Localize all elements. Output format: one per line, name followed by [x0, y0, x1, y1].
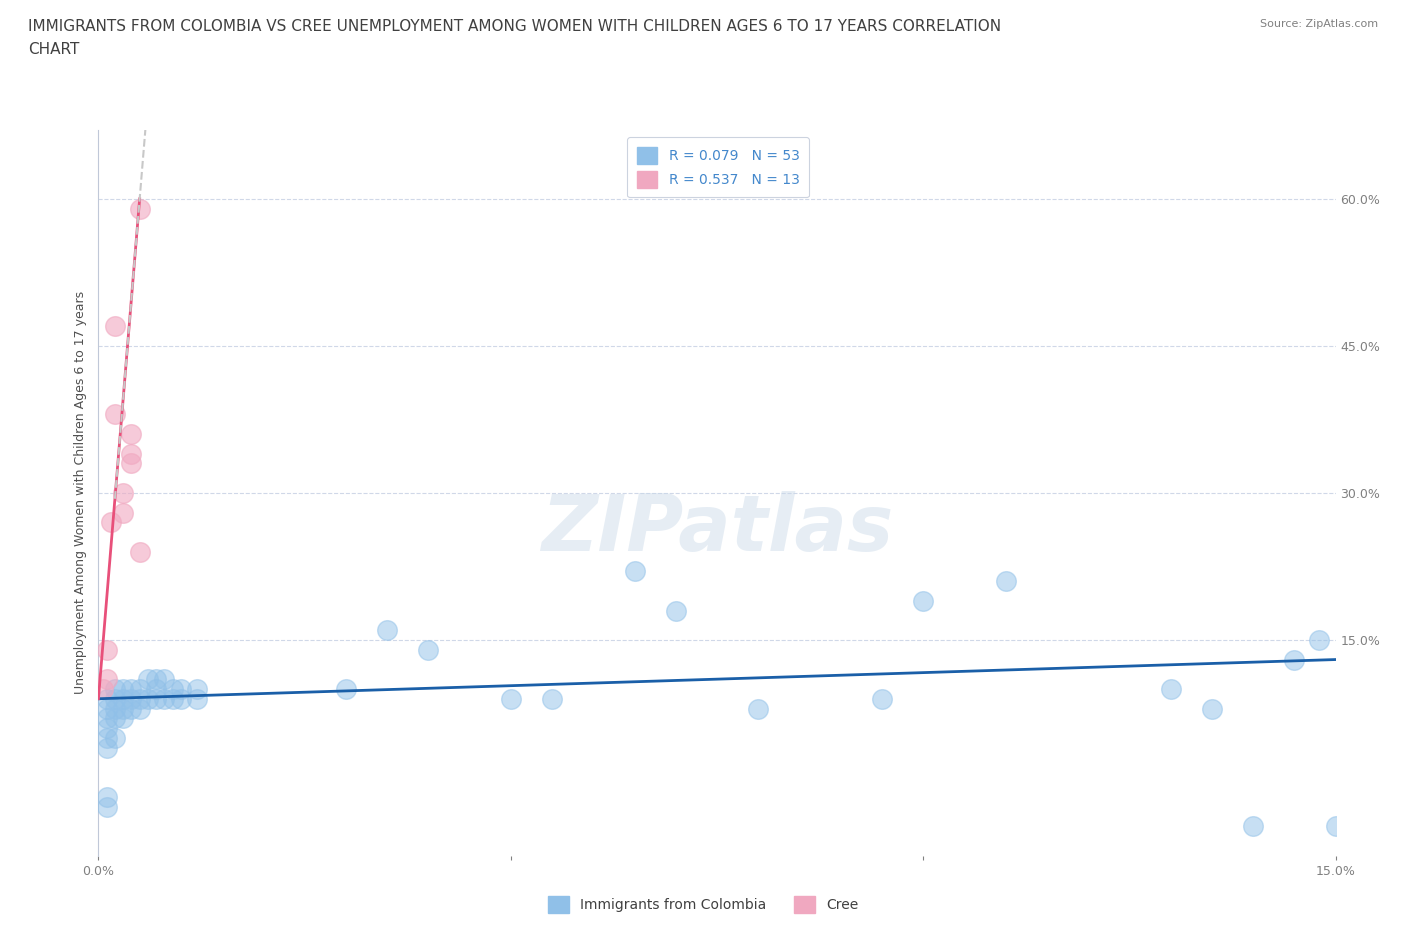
Point — [145, 691, 167, 706]
Legend: R = 0.079   N = 53, R = 0.537   N = 13: R = 0.079 N = 53, R = 0.537 N = 13 — [627, 137, 808, 197]
Point — [912, 593, 935, 608]
Point — [1324, 818, 1347, 833]
Point — [170, 691, 193, 706]
Point — [104, 701, 127, 716]
Point — [120, 691, 142, 706]
Point — [128, 682, 150, 697]
Y-axis label: Unemployment Among Women with Children Ages 6 to 17 years: Unemployment Among Women with Children A… — [75, 291, 87, 695]
Point — [96, 740, 118, 755]
Point — [145, 682, 167, 697]
Point — [870, 691, 893, 706]
Point — [120, 427, 142, 442]
Point — [162, 682, 184, 697]
Point — [1241, 818, 1264, 833]
Point — [335, 682, 357, 697]
Point — [1201, 701, 1223, 716]
Point — [541, 691, 564, 706]
Point — [104, 691, 127, 706]
Point — [100, 515, 122, 530]
Point — [994, 574, 1017, 589]
Point — [120, 682, 142, 697]
Point — [665, 603, 688, 618]
Point — [120, 701, 142, 716]
Point — [128, 201, 150, 216]
Point — [96, 701, 118, 716]
Point — [186, 682, 208, 697]
Point — [1308, 632, 1330, 647]
Text: CHART: CHART — [28, 42, 80, 57]
Point — [1284, 652, 1306, 667]
Point — [96, 691, 118, 706]
Point — [1160, 682, 1182, 697]
Point — [499, 691, 522, 706]
Point — [91, 682, 114, 697]
Point — [96, 790, 118, 804]
Point — [104, 731, 127, 746]
Point — [120, 446, 142, 461]
Point — [96, 731, 118, 746]
Point — [104, 407, 127, 422]
Point — [375, 623, 398, 638]
Point — [96, 799, 118, 814]
Point — [747, 701, 769, 716]
Point — [162, 691, 184, 706]
Point — [418, 643, 440, 658]
Point — [128, 691, 150, 706]
Point — [153, 671, 176, 686]
Point — [96, 711, 118, 725]
Point — [112, 691, 135, 706]
Point — [112, 711, 135, 725]
Point — [96, 643, 118, 658]
Legend: Immigrants from Colombia, Cree: Immigrants from Colombia, Cree — [543, 890, 863, 919]
Point — [136, 671, 159, 686]
Point — [145, 671, 167, 686]
Point — [104, 711, 127, 725]
Point — [170, 682, 193, 697]
Point — [112, 701, 135, 716]
Point — [128, 544, 150, 559]
Point — [112, 682, 135, 697]
Point — [120, 456, 142, 471]
Point — [112, 485, 135, 500]
Point — [96, 671, 118, 686]
Point — [104, 682, 127, 697]
Text: IMMIGRANTS FROM COLOMBIA VS CREE UNEMPLOYMENT AMONG WOMEN WITH CHILDREN AGES 6 T: IMMIGRANTS FROM COLOMBIA VS CREE UNEMPLO… — [28, 19, 1001, 33]
Point — [112, 505, 135, 520]
Point — [186, 691, 208, 706]
Point — [153, 691, 176, 706]
Point — [104, 319, 127, 334]
Point — [128, 701, 150, 716]
Text: ZIPatlas: ZIPatlas — [541, 491, 893, 567]
Text: Source: ZipAtlas.com: Source: ZipAtlas.com — [1260, 19, 1378, 29]
Point — [96, 721, 118, 736]
Point — [623, 564, 645, 578]
Point — [136, 691, 159, 706]
